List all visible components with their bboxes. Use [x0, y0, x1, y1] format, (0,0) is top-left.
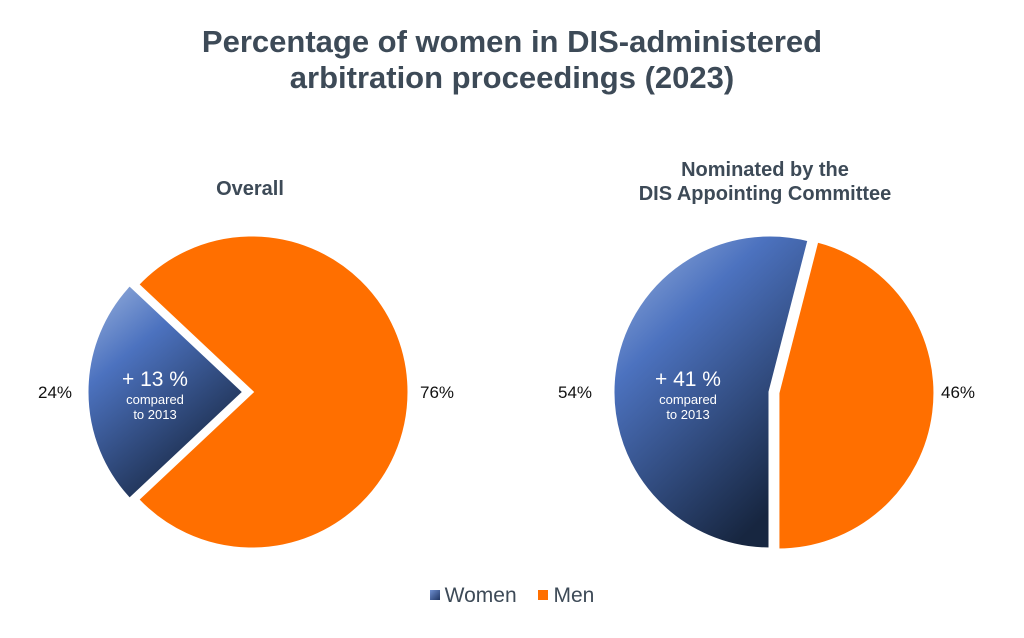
pie-slice-women — [611, 233, 811, 551]
data-label-men: 76% — [420, 383, 454, 402]
pie-overall-title: Overall — [216, 178, 284, 200]
annotation-line2: compared — [659, 392, 717, 407]
chart-title-line1: Percentage of women in DIS-administered — [201, 24, 823, 59]
legend: Women Men — [0, 584, 1024, 608]
legend-swatch-men — [538, 590, 549, 600]
legend-item-women: Women — [429, 584, 517, 608]
legend-swatch-women — [429, 590, 440, 600]
pie-committee-title: Nominated by the DIS Appointing Committe… — [590, 158, 940, 206]
pie-slice-men — [135, 233, 411, 551]
data-label-women: 24% — [38, 383, 72, 402]
data-label-men: 46% — [941, 383, 975, 402]
annotation-line3: to 2013 — [666, 407, 709, 422]
legend-label-women: Women — [444, 584, 517, 607]
legend-label-men: Men — [553, 584, 595, 607]
pie-slice-men — [776, 239, 937, 552]
legend-item-men: Men — [538, 584, 594, 608]
chart-title-line2: arbitration proceedings (2023) — [289, 60, 735, 95]
pie-committee-title-line1: Nominated by the — [681, 159, 849, 181]
chart-title: Percentage of women in DIS-administered … — [0, 24, 1024, 96]
annotation-change: + 41 % — [655, 368, 721, 391]
pie-committee-title-line2: DIS Appointing Committee — [638, 183, 892, 205]
annotation-line3: to 2013 — [133, 407, 176, 422]
pie-slice-women — [85, 282, 247, 502]
annotation-line2: compared — [126, 392, 184, 407]
data-label-women: 54% — [558, 383, 592, 402]
annotation-change: + 13 % — [122, 368, 188, 391]
